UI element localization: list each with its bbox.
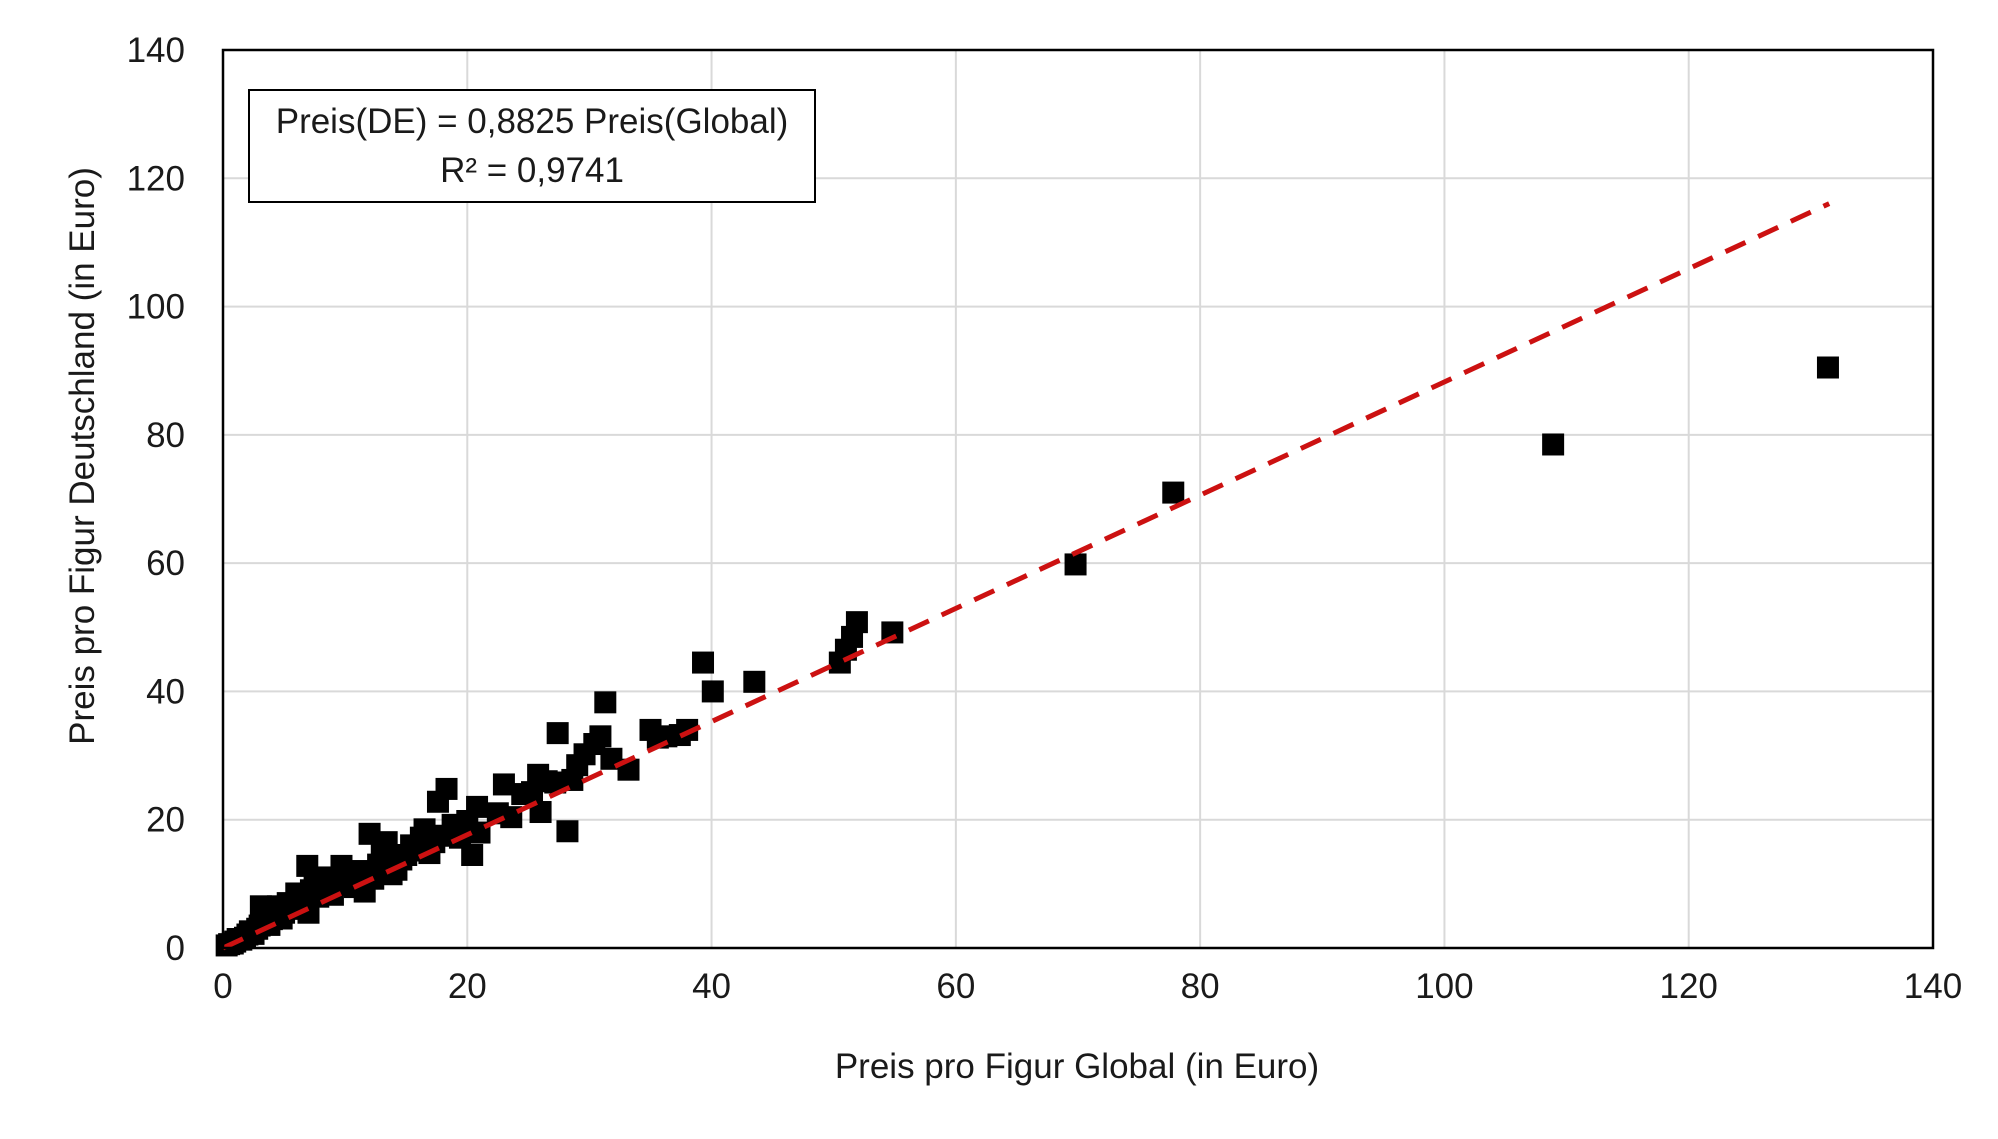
- y-tick-label: 120: [127, 159, 185, 198]
- x-axis-title: Preis pro Figur Global (in Euro): [835, 1047, 1319, 1086]
- data-point: [546, 722, 569, 745]
- x-tick-label: 0: [213, 967, 232, 1006]
- y-tick-label: 100: [127, 288, 185, 327]
- plot-area-frame: [221, 48, 1935, 950]
- data-point: [466, 795, 489, 818]
- data-point: [492, 773, 515, 796]
- data-point: [556, 820, 579, 843]
- data-point: [589, 725, 612, 748]
- data-point: [1816, 356, 1839, 379]
- y-tick-label: 80: [146, 416, 185, 455]
- equation-text: Preis(DE) = 0,8825 Preis(Global): [276, 102, 789, 141]
- y-tick-label: 140: [127, 31, 185, 70]
- data-point: [743, 670, 766, 693]
- y-tick-label: 0: [166, 929, 185, 968]
- x-axis-ticks: 0 20 40 60 80 100 120 140: [213, 967, 1962, 1006]
- data-point: [594, 691, 617, 714]
- x-tick-label: 100: [1415, 967, 1473, 1006]
- y-axis-title: Preis pro Figur Deutschland (in Euro): [63, 167, 102, 745]
- x-tick-label: 120: [1660, 967, 1718, 1006]
- x-tick-label: 40: [692, 967, 731, 1006]
- trendline: [221, 201, 1831, 951]
- x-tick-label: 140: [1904, 967, 1962, 1006]
- equation-box-frame: [248, 89, 816, 203]
- r-squared-text: R² = 0,9741: [440, 151, 624, 190]
- data-point: [500, 806, 523, 829]
- x-tick-label: 80: [1181, 967, 1220, 1006]
- data-point: [375, 831, 398, 854]
- data-point: [1064, 553, 1087, 576]
- data-point: [461, 843, 484, 866]
- data-point: [692, 651, 715, 674]
- data-point: [845, 611, 868, 634]
- data-point: [358, 822, 381, 845]
- data-points: [215, 356, 1839, 957]
- data-point: [701, 680, 724, 703]
- y-tick-label: 60: [146, 544, 185, 583]
- data-point: [435, 777, 458, 800]
- x-tick-label: 20: [448, 967, 487, 1006]
- trendline-group: [221, 201, 1831, 951]
- x-tick-label: 60: [936, 967, 975, 1006]
- data-point: [544, 771, 567, 794]
- data-point: [1162, 481, 1185, 504]
- y-axis-ticks: 0 20 40 60 80 100 120 140: [127, 31, 185, 968]
- data-point: [1542, 433, 1565, 456]
- equation-box: Preis(DE) = 0,8825 Preis(Global) R² = 0,…: [248, 89, 816, 203]
- y-tick-label: 40: [146, 672, 185, 711]
- y-tick-label: 20: [146, 801, 185, 840]
- data-point: [529, 801, 552, 824]
